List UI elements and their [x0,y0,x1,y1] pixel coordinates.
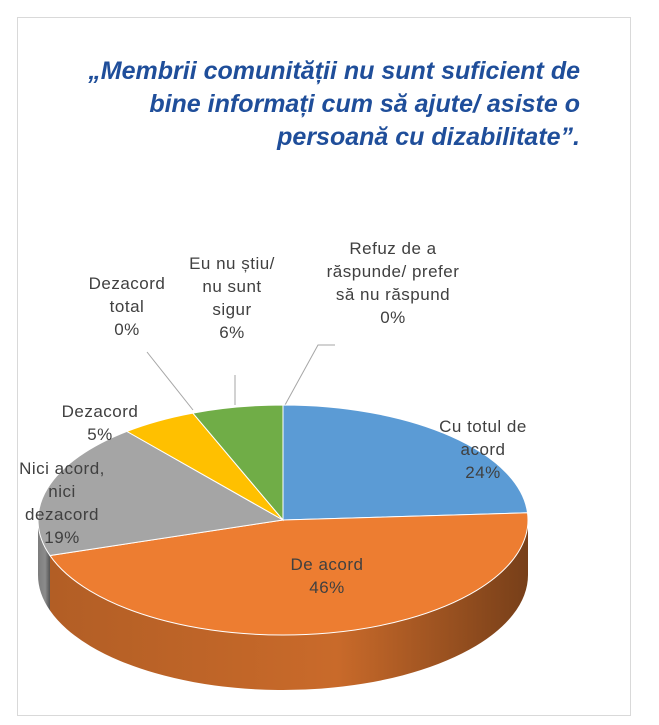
leader-line [146,351,194,411]
slice [49,512,529,636]
category-label: Cu totul de acord [439,417,527,459]
value-label: 46% [309,578,345,597]
data-label: Dezacord 5% [60,400,140,446]
leader-line [284,344,335,406]
slice [191,404,284,522]
category-label: Refuz de a răspunde/ prefer să nu răspun… [326,239,460,304]
slice [37,430,285,557]
slice-side [38,520,50,611]
category-label: Dezacord total [88,274,166,316]
chart-title: „Membrii comunității nu sunt suficient d… [88,57,580,151]
data-label: Cu totul de acord 24% [426,415,541,484]
slice-side [49,520,529,690]
slice [282,404,529,521]
data-label: Dezacord total 0% [80,272,175,341]
category-label: De acord [290,555,364,574]
value-label: 5% [87,425,113,444]
category-label: Eu nu știu/ nu sunt sigur [189,254,275,319]
data-label: Nici acord, nici dezacord 19% [12,457,112,549]
category-label: Nici acord, nici dezacord [19,459,105,524]
data-label: Refuz de a răspunde/ prefer să nu răspun… [326,237,461,329]
value-label: 24% [465,463,501,482]
value-label: 6% [219,323,245,342]
data-label: De acord 46% [267,553,387,599]
data-label: Eu nu știu/ nu sunt sigur 6% [182,252,282,344]
value-label: 0% [380,308,406,327]
value-label: 0% [114,320,140,339]
category-label: Dezacord [61,402,139,421]
value-label: 19% [44,528,80,547]
